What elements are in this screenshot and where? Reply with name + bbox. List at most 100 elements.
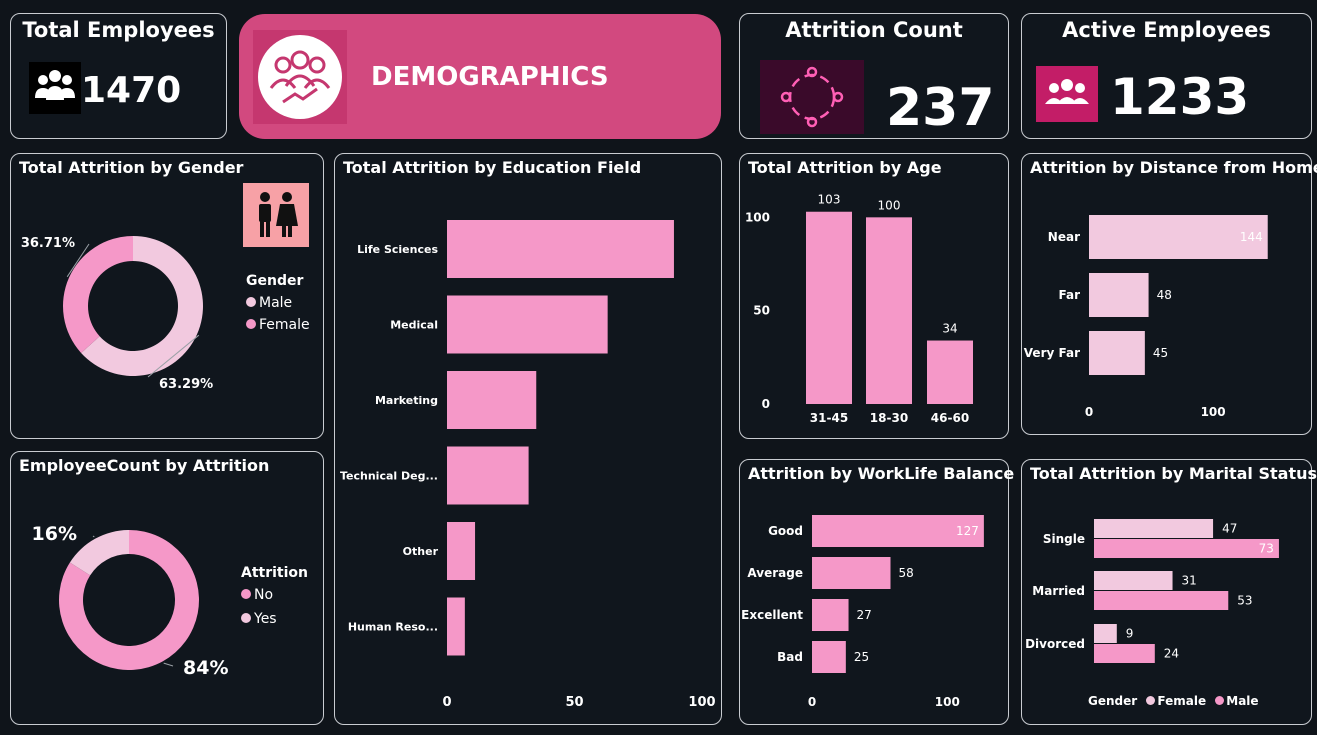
category-label-age-31-45: 31-45 xyxy=(810,411,848,425)
legend-label-yes: Yes xyxy=(254,611,277,627)
bar-human-reso xyxy=(447,597,465,656)
data-label-worklife-bad: 25 xyxy=(854,650,869,664)
bar-marketing xyxy=(447,371,537,429)
legend-item-no: No xyxy=(241,587,308,603)
category-label-worklife-bad: Bad xyxy=(777,650,803,664)
active-employees-title: Active Employees xyxy=(1062,18,1271,42)
data-label-distance-near: 144 xyxy=(1240,230,1263,244)
data-label-married-male: 53 xyxy=(1237,594,1252,608)
worklife-chart-title: Attrition by WorkLife Balance xyxy=(748,464,1015,483)
legend-item-male: Male xyxy=(246,295,310,311)
gender-legend: Gender Male Female xyxy=(246,273,310,333)
category-label-distance-near: Near xyxy=(1048,230,1080,244)
category-label-married: Married xyxy=(1032,584,1085,598)
bar-distance-far xyxy=(1089,273,1149,317)
gender-donut-chart: 63.29% 36.71% xyxy=(21,236,213,392)
education-chart-title: Total Attrition by Education Field xyxy=(343,158,642,177)
bar-other xyxy=(447,522,476,580)
donut-slice-male xyxy=(81,236,203,376)
worklife-chart-card: Attrition by WorkLife Balance 127 Good 58 A… xyxy=(739,459,1014,725)
legend-label-male: Male xyxy=(1226,694,1259,708)
category-label-marketing: Marketing xyxy=(375,394,438,407)
education-bar-chart: Life Sciences Medical Marketing Technical D… xyxy=(340,220,716,710)
data-label-worklife-excellent: 27 xyxy=(857,608,872,622)
distance-chart-card: Attrition by Distance from Home 144 Near 4… xyxy=(1021,153,1317,435)
banner-title: DEMOGRAPHICS xyxy=(371,62,609,92)
gender-chart-card: Total Attrition by Gender 63.29% 36.71% G… xyxy=(10,153,324,439)
data-label-single-female: 47 xyxy=(1222,522,1237,536)
category-label-distance-very-far: Very Far xyxy=(1024,346,1080,360)
donut-leader-yes xyxy=(92,535,95,538)
education-chart-card: Total Attrition by Education Field Life … xyxy=(334,153,722,725)
donut-slice-no xyxy=(59,530,199,670)
legend-swatch-female xyxy=(1146,696,1156,705)
bar-age-31-45 xyxy=(806,211,852,404)
donut-leader-female xyxy=(66,243,90,278)
total-employees-card: Total Employees 1470 xyxy=(10,13,227,139)
demographics-banner: DEMOGRAPHICS xyxy=(239,14,721,139)
bar-single-female xyxy=(1094,519,1214,538)
attrition-count-card: Attrition Count 237 xyxy=(739,13,1009,139)
data-label-single-male: 73 xyxy=(1259,542,1274,556)
category-label-worklife-average: Average xyxy=(747,566,803,580)
team-icon xyxy=(1036,66,1098,122)
data-label-distance-far: 48 xyxy=(1157,288,1172,302)
worklife-bar-chart: 127 Good 58 Average 27 Excellent 25 Bad 0 100 xyxy=(741,515,984,709)
attrition-count-title: Attrition Count xyxy=(785,18,963,42)
bar-divorced-female xyxy=(1094,624,1117,643)
bar-medical xyxy=(447,295,608,354)
bar-worklife-good xyxy=(812,515,984,547)
donut-leader-no xyxy=(163,662,174,667)
category-label-distance-far: Far xyxy=(1058,288,1080,302)
category-label-other: Other xyxy=(403,545,439,558)
legend-label-no: No xyxy=(254,587,274,603)
y-tick-50: 50 xyxy=(753,304,770,318)
distance-x-tick-100: 100 xyxy=(1201,405,1226,419)
bar-distance-near xyxy=(1089,215,1268,259)
category-label-technical-deg: Technical Deg... xyxy=(340,470,438,483)
distance-chart-title: Attrition by Distance from Home xyxy=(1030,158,1317,177)
legend-swatch-male xyxy=(246,297,256,307)
distance-bar-chart: 144 Near 48 Far 45 Very Far 0 100 xyxy=(1024,215,1268,419)
bar-worklife-average xyxy=(812,557,891,589)
legend-item-yes: Yes xyxy=(241,611,308,627)
bar-technical-deg xyxy=(447,446,529,505)
category-label-divorced: Divorced xyxy=(1025,637,1085,651)
bar-worklife-bad xyxy=(812,641,846,673)
distance-x-tick-0: 0 xyxy=(1085,405,1093,419)
category-label-worklife-good: Good xyxy=(768,524,803,538)
legend-label-female: Female xyxy=(259,317,310,333)
donut-data-label-female: 36.71% xyxy=(21,236,75,251)
marital-chart-title: Total Attrition by Marital Status xyxy=(1030,464,1317,483)
worklife-x-tick-0: 0 xyxy=(808,695,816,709)
attrition-count-value: 237 xyxy=(886,78,995,138)
attrition-legend: Attrition No Yes xyxy=(241,565,308,627)
bar-single-male xyxy=(1094,539,1279,558)
data-label-distance-very-far: 45 xyxy=(1153,346,1168,360)
total-employees-title: Total Employees xyxy=(22,18,215,42)
x-tick-0: 0 xyxy=(442,695,451,710)
legend-item-female: Female xyxy=(246,317,310,333)
legend-swatch-yes xyxy=(241,613,251,623)
category-label-worklife-excellent: Excellent xyxy=(741,608,803,622)
donut-data-label-yes: 16% xyxy=(32,523,77,545)
bar-distance-very-far xyxy=(1089,331,1145,375)
total-employees-value: 1470 xyxy=(81,70,182,111)
donut-leader-male xyxy=(147,334,200,378)
legend-swatch-no xyxy=(241,589,251,599)
bar-age-18-30 xyxy=(866,217,912,404)
donut-slice-yes xyxy=(69,530,129,576)
age-bar-chart: 103 31-45 100 18-30 34 46-60 0 50 100 xyxy=(745,193,973,425)
attrition-legend-title: Attrition xyxy=(241,565,308,581)
x-tick-100: 100 xyxy=(688,695,715,710)
data-label-divorced-female: 9 xyxy=(1126,627,1134,641)
category-label-medical: Medical xyxy=(390,319,438,332)
data-label-age-18-30: 100 xyxy=(878,198,901,212)
bar-age-46-60 xyxy=(927,340,973,404)
legend-label-female: Female xyxy=(1157,694,1207,708)
data-label-age-46-60: 34 xyxy=(942,322,957,336)
category-label-life-sciences: Life Sciences xyxy=(357,243,438,256)
marital-chart-card: Total Attrition by Marital Status 47 73 Si… xyxy=(1021,459,1317,725)
data-label-worklife-good: 127 xyxy=(956,524,979,538)
age-chart-title: Total Attrition by Age xyxy=(748,158,942,177)
